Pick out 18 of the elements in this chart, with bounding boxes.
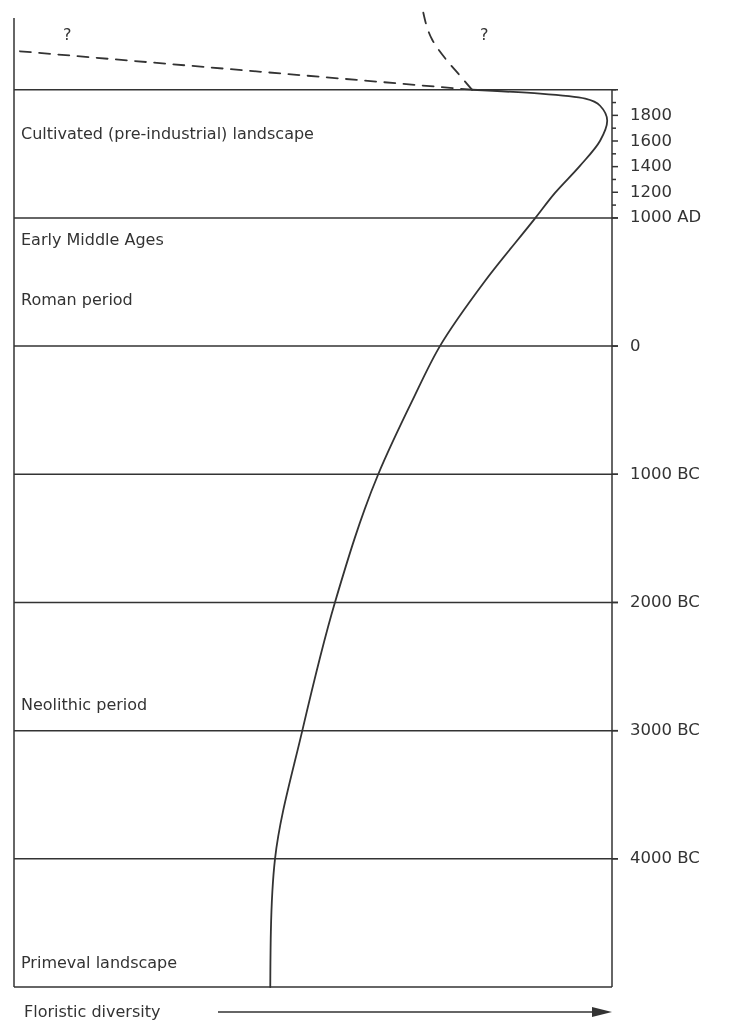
y-tick-label: 1800 xyxy=(630,104,672,124)
y-tick-label: 4000 BC xyxy=(630,848,700,868)
annotation: Primeval landscape xyxy=(21,952,178,972)
annotation: ? xyxy=(480,24,489,44)
y-tick-label: 3000 BC xyxy=(630,720,700,740)
y-tick-label: 0 xyxy=(630,335,641,355)
annotation: Neolithic period xyxy=(21,694,148,714)
annotation: ? xyxy=(63,24,72,44)
y-tick-label: 1000 AD xyxy=(630,207,702,227)
y-tick-label: 2000 BC xyxy=(630,591,700,611)
y-tick-label: 1200 xyxy=(630,181,672,201)
annotation: Roman period xyxy=(21,289,133,309)
y-tick-label: 1600 xyxy=(630,130,672,150)
y-tick-label: 1400 xyxy=(630,156,672,176)
annotation: Cultivated (pre-industrial) landscape xyxy=(21,123,314,143)
x-axis-title: Floristic diversity xyxy=(24,1001,161,1021)
annotation: Early Middle Ages xyxy=(21,229,164,249)
y-tick-label: 1000 BC xyxy=(630,463,700,483)
